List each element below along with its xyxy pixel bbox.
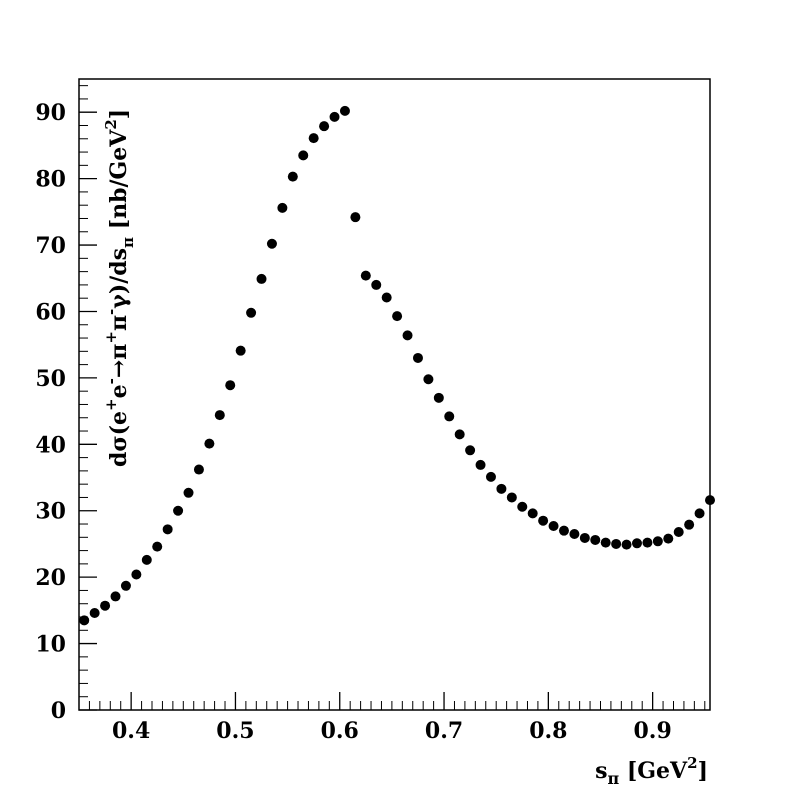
- data-point: [381, 292, 392, 303]
- data-point: [506, 492, 517, 503]
- data-point: [517, 501, 528, 512]
- data-point: [496, 483, 507, 494]
- y-axis-title-part: e: [106, 384, 132, 398]
- data-point: [392, 311, 403, 322]
- axis-ticks: [78, 85, 706, 711]
- data-point: [214, 410, 225, 421]
- data-point: [611, 538, 622, 549]
- data-point: [162, 524, 173, 535]
- data-point: [235, 345, 246, 356]
- y-tick-label: 0: [51, 698, 66, 724]
- data-point: [423, 374, 434, 385]
- data-point: [308, 133, 319, 144]
- y-tick-label: 50: [35, 366, 66, 392]
- y-tick-label: 20: [35, 565, 66, 591]
- data-point: [631, 538, 642, 549]
- data-point: [329, 111, 340, 122]
- data-point: [246, 307, 257, 318]
- y-axis-title-part: [nb/GeV: [106, 129, 132, 237]
- data-point: [89, 608, 100, 619]
- data-point: [298, 150, 309, 161]
- y-axis-title-part: +: [102, 398, 120, 411]
- y-axis-title-part: π: [106, 315, 132, 331]
- y-axis-title: dσ(e+e-→π+π-γ)/dsπ [nb/GeV2]: [102, 109, 137, 467]
- data-point: [266, 238, 277, 249]
- data-point: [350, 212, 361, 223]
- data-point: [152, 541, 163, 552]
- data-point: [569, 528, 580, 539]
- data-point: [694, 508, 705, 519]
- x-tick-label: 0.8: [529, 718, 567, 744]
- data-point: [621, 539, 632, 550]
- y-axis-title-part: -: [102, 309, 120, 315]
- data-point: [527, 508, 538, 519]
- x-tick-label: 0.5: [216, 718, 254, 744]
- data-point: [287, 171, 298, 182]
- data-point: [225, 380, 236, 391]
- x-tick-label: 0.6: [321, 718, 359, 744]
- x-tick-label: 0.9: [633, 718, 671, 744]
- x-axis-title: sπ [GeV2]: [595, 754, 708, 788]
- tick-labels: 0.4 0.5 0.6 0.7 0.8 0.9 0 10 20 30 40 50 60 70 80 90: [35, 100, 671, 744]
- data-point: [465, 445, 476, 456]
- y-tick-label: 70: [35, 233, 66, 259]
- y-tick-label: 80: [35, 167, 66, 193]
- data-point: [433, 392, 444, 403]
- y-axis-title-part: ]: [106, 109, 132, 119]
- data-point: [193, 464, 204, 475]
- y-axis-title-part: →π: [106, 344, 132, 379]
- data-point: [579, 532, 590, 543]
- data-point: [183, 487, 194, 498]
- data-point: [360, 270, 371, 281]
- data-point: [277, 202, 288, 213]
- data-point: [412, 352, 423, 363]
- y-tick-label: 60: [35, 299, 66, 325]
- y-axis-title-part: 2: [102, 119, 120, 129]
- data-point: [371, 279, 382, 290]
- y-axis-title-part: π: [119, 237, 137, 248]
- y-axis-title-part: -: [102, 378, 120, 384]
- y-axis-title-part: dσ(e: [106, 411, 132, 467]
- data-point: [684, 519, 695, 530]
- data-point: [558, 525, 569, 536]
- data-point: [652, 536, 663, 547]
- y-tick-label: 40: [35, 432, 66, 458]
- data-point: [402, 330, 413, 341]
- y-tick-label: 30: [35, 499, 66, 525]
- data-point: [475, 459, 486, 470]
- data-point: [131, 569, 142, 580]
- data-point: [444, 411, 455, 422]
- data-point: [642, 537, 653, 548]
- x-tick-label: 0.4: [112, 718, 150, 744]
- data-point: [120, 580, 131, 591]
- data-point: [454, 429, 465, 440]
- data-point: [663, 533, 674, 544]
- data-point: [705, 495, 715, 506]
- y-tick-label: 10: [35, 632, 66, 658]
- data-point: [590, 534, 601, 545]
- data-point: [173, 505, 184, 516]
- data-point: [600, 537, 611, 548]
- data-point: [319, 121, 330, 132]
- data-point: [100, 600, 111, 611]
- data-point: [110, 591, 121, 602]
- y-axis-title-part: +: [102, 331, 120, 344]
- data-point: [141, 554, 152, 565]
- data-point: [204, 438, 215, 449]
- plot-frame: [78, 78, 711, 711]
- data-point: [548, 521, 559, 532]
- data-point: [485, 471, 496, 482]
- data-points: [79, 105, 715, 626]
- data-point: [339, 105, 350, 116]
- y-tick-label: 90: [35, 100, 66, 126]
- data-point: [256, 273, 267, 284]
- data-point: [538, 515, 549, 526]
- x-tick-label: 0.7: [425, 718, 463, 744]
- data-point: [79, 615, 90, 626]
- y-axis-title-part: γ)/ds: [106, 248, 132, 309]
- data-point: [673, 526, 684, 537]
